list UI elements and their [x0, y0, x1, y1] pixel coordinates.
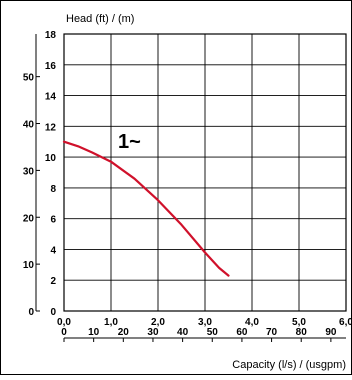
x-tick-label-secondary: 70 — [266, 327, 278, 338]
y-tick-label-secondary: 30 — [23, 166, 35, 177]
y-tick-label-primary: 18 — [45, 30, 57, 41]
x-tick-label-primary: 2,0 — [151, 317, 165, 328]
y-tick-label-secondary: 10 — [23, 260, 35, 271]
curve-label: 1~ — [118, 131, 141, 153]
y-tick-label-secondary: 50 — [23, 73, 35, 84]
x-tick-label-primary: 6,0 — [339, 317, 352, 328]
x-tick-label-primary: 5,0 — [292, 317, 306, 328]
x-tick-label-primary: 3,0 — [198, 317, 212, 328]
x-tick-label-secondary: 0 — [61, 327, 67, 338]
x-tick-label-secondary: 80 — [296, 327, 308, 338]
x-tick-label-primary: 1,0 — [104, 317, 118, 328]
series-line — [62, 140, 230, 277]
x-tick-label-secondary: 10 — [88, 327, 100, 338]
x-tick-label-secondary: 20 — [118, 327, 130, 338]
y-tick-label-secondary: 40 — [23, 120, 35, 131]
y-tick-label-secondary: 20 — [23, 213, 35, 224]
plot-frame — [63, 33, 347, 312]
y-tick-label-primary: 6 — [50, 215, 56, 226]
y-tick-label-secondary: 0 — [28, 307, 34, 318]
y-tick-label-primary: 10 — [45, 153, 57, 164]
y-axis-title: Head (ft) / (m) — [66, 13, 134, 25]
x-tick-label-primary: 4,0 — [245, 317, 259, 328]
x-tick-label-secondary: 30 — [147, 327, 159, 338]
x-tick-label-secondary: 90 — [325, 327, 337, 338]
y-tick-label-primary: 16 — [45, 61, 57, 72]
y-tick-label-primary: 14 — [45, 92, 57, 103]
y-tick-label-primary: 8 — [50, 184, 56, 195]
x-axis-title: Capacity (l/s) / (usgpm) — [232, 359, 346, 371]
grid — [64, 34, 346, 311]
y-tick-label-primary: 2 — [50, 276, 56, 287]
y-tick-label-primary: 4 — [50, 245, 56, 256]
tick-labels: 0,0 1,0 2,0 3,0 4,0 5,0 6,0 0 2 4 6 8 10 12 14 16 18 0 10 2… — [23, 30, 352, 338]
axes — [35, 33, 347, 342]
x-tick-label-primary: 0,0 — [57, 317, 71, 328]
x-tick-label-secondary: 50 — [207, 327, 219, 338]
x-tick-label-secondary: 40 — [177, 327, 189, 338]
y-tick-label-primary: 12 — [45, 122, 57, 133]
y-tick-label-primary: 0 — [50, 307, 56, 318]
x-tick-label-secondary: 60 — [236, 327, 248, 338]
series-group — [62, 140, 230, 277]
